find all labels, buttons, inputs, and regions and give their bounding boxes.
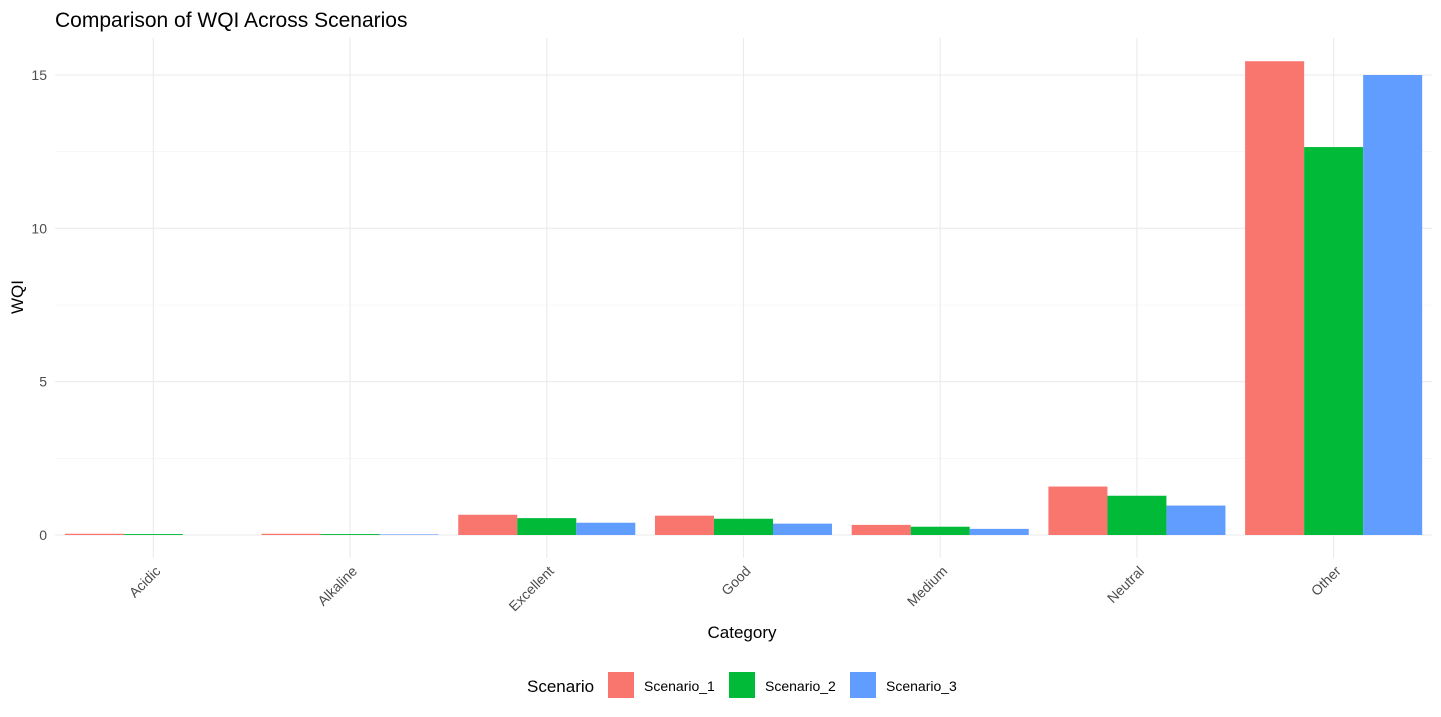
- bar-scenario_2-acidic: [123, 534, 183, 535]
- bar-scenario_1-good: [654, 515, 714, 535]
- legend-label-scenario_2: Scenario_2: [765, 678, 836, 694]
- y-axis-ticks: 0 5 10 15: [31, 67, 47, 543]
- x-tick-label: Alkaline: [314, 563, 360, 609]
- bar-scenario_3-other: [1363, 75, 1423, 535]
- bar-scenario_3-excellent: [576, 522, 636, 535]
- x-tick-label: Neutral: [1104, 563, 1147, 606]
- x-axis-ticks: Acidic Alkaline Excellent Good Medium Neutral…: [126, 563, 1344, 615]
- y-tick-label: 0: [39, 527, 47, 543]
- x-tick-label: Acidic: [126, 563, 164, 601]
- bar-scenario_1-neutral: [1048, 486, 1108, 535]
- bar-scenario_1-excellent: [458, 514, 518, 535]
- legend-swatch-scenario_3: [850, 672, 876, 698]
- legend-swatch-scenario_2: [729, 672, 755, 698]
- x-tick-label: Medium: [904, 563, 951, 610]
- bar-scenario_1-alkaline: [261, 533, 321, 535]
- bar-scenario_2-good: [713, 518, 774, 535]
- bars: [64, 61, 1423, 536]
- y-tick-label: 5: [39, 374, 47, 390]
- bar-scenario_2-excellent: [517, 518, 577, 535]
- y-tick-label: 10: [31, 220, 47, 236]
- bar-scenario_2-other: [1304, 147, 1364, 536]
- legend-label-scenario_3: Scenario_3: [886, 678, 957, 694]
- y-axis-title: WQI: [8, 280, 27, 314]
- legend-title: Scenario: [527, 677, 594, 696]
- x-tick-label: Good: [718, 563, 754, 599]
- legend-swatch-scenario_1: [608, 672, 634, 698]
- bar-scenario_3-neutral: [1166, 505, 1226, 535]
- bar-scenario_3-medium: [969, 528, 1029, 535]
- x-tick-label: Excellent: [505, 563, 557, 615]
- bar-scenario_1-medium: [851, 524, 911, 535]
- x-tick-label: Other: [1308, 563, 1344, 599]
- bar-scenario_2-medium: [910, 526, 970, 535]
- bar-scenario_2-alkaline: [320, 534, 380, 535]
- bar-scenario_2-neutral: [1107, 495, 1167, 535]
- x-axis-title: Category: [708, 623, 777, 642]
- bar-scenario_1-acidic: [64, 533, 124, 535]
- legend-label-scenario_1: Scenario_1: [644, 678, 715, 694]
- legend: Scenario Scenario_1 Scenario_2 Scenario_3: [527, 672, 957, 698]
- chart-title: Comparison of WQI Across Scenarios: [55, 9, 407, 32]
- grid: [55, 38, 1432, 558]
- bar-scenario_3-good: [773, 523, 833, 535]
- bar-scenario_1-other: [1245, 61, 1305, 535]
- bar-scenario_3-alkaline: [379, 534, 439, 535]
- y-tick-label: 15: [31, 67, 47, 83]
